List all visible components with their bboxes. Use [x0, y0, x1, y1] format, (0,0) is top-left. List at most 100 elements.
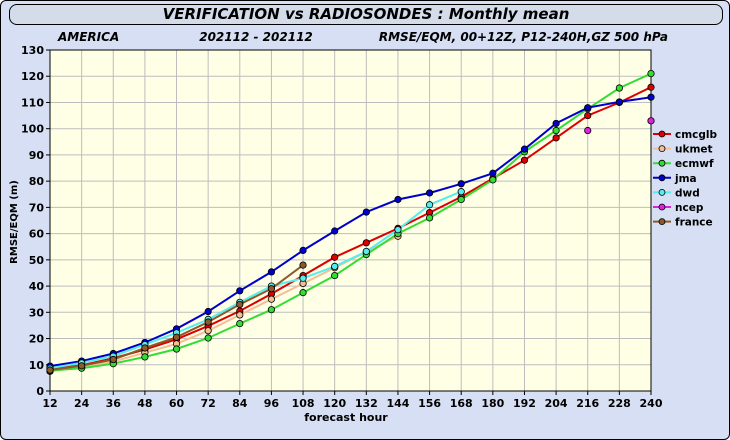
- x-tick-label: 228: [608, 397, 631, 410]
- data-point-ecmwf: [425, 214, 434, 222]
- data-point-jma: [615, 98, 623, 106]
- data-point-ecmwf: [457, 195, 465, 204]
- data-point-cmcglb: [520, 156, 529, 164]
- series-line-ukmet: [49, 235, 399, 373]
- data-point-dwd: [362, 247, 370, 256]
- legend-label-cmcglb: cmcglb: [675, 129, 718, 141]
- x-tick-label: 120: [323, 397, 346, 410]
- data-point-france: [141, 344, 149, 352]
- series-line-jma: [49, 96, 652, 368]
- data-point-cmcglb: [647, 83, 655, 91]
- data-point-dwd: [425, 201, 434, 209]
- data-point-jma: [552, 119, 560, 128]
- y-tick-label: 130: [21, 44, 44, 57]
- data-point-ukmet: [236, 311, 244, 319]
- data-point-jma: [362, 208, 370, 216]
- y-tick-label: 20: [29, 333, 45, 346]
- y-tick-label: 60: [29, 228, 45, 241]
- data-point-ecmwf: [615, 84, 623, 92]
- data-point-jma: [331, 227, 339, 235]
- x-tick-label: 204: [545, 397, 568, 410]
- region-label: AMERICA: [57, 30, 119, 44]
- data-point-jma: [457, 180, 465, 188]
- x-tick-label: 216: [576, 397, 599, 410]
- legend-label-jma: jma: [674, 173, 697, 185]
- period-label: 202112 - 202112: [199, 30, 313, 44]
- data-point-jma: [236, 287, 244, 295]
- y-tick-label: 110: [21, 96, 44, 109]
- series-line-cmcglb: [49, 86, 652, 371]
- legend-label-ukmet: ukmet: [675, 144, 713, 156]
- data-point-jma: [520, 145, 529, 153]
- x-tick-label: 144: [386, 397, 409, 410]
- data-point-ecmwf: [172, 345, 181, 353]
- data-point-jma: [647, 93, 655, 101]
- data-point-cmcglb: [362, 239, 370, 247]
- data-point-ncep: [647, 117, 655, 125]
- x-tick-label: 60: [169, 397, 185, 410]
- data-point-jma: [394, 195, 402, 204]
- data-point-cmcglb: [331, 253, 339, 261]
- data-point-jma: [425, 189, 434, 197]
- data-point-ukmet: [204, 327, 212, 335]
- x-tick-label: 132: [355, 397, 378, 410]
- plot-border: [49, 49, 652, 392]
- data-point-jma: [489, 169, 497, 177]
- data-point-ecmwf: [331, 271, 339, 280]
- y-tick-label: 10: [29, 359, 45, 372]
- data-point-ecmwf: [204, 334, 212, 342]
- data-point-ecmwf: [552, 126, 560, 135]
- data-point-dwd: [299, 274, 307, 282]
- params-label: RMSE/EQM, 00+12Z, P12-240H,GZ 500 hPa: [379, 30, 668, 44]
- y-tick-label: 80: [29, 175, 45, 188]
- y-tick-label: 30: [29, 306, 45, 319]
- data-point-france: [299, 261, 307, 269]
- legend-marker-ukmet: [658, 145, 666, 153]
- data-point-cmcglb: [552, 134, 560, 142]
- x-tick-label: 72: [201, 397, 216, 410]
- legend-label-ncep: ncep: [675, 202, 704, 214]
- x-tick-label: 192: [513, 397, 536, 410]
- data-point-france: [46, 366, 54, 374]
- x-tick-label: 108: [292, 397, 315, 410]
- data-point-jma: [584, 104, 592, 112]
- legend-marker-ncep: [658, 203, 666, 211]
- y-tick-label: 70: [29, 201, 45, 214]
- x-tick-label: 48: [137, 397, 152, 410]
- y-tick-label: 40: [29, 280, 45, 293]
- legend-marker-ecmwf: [658, 159, 666, 167]
- legend-label-ecmwf: ecmwf: [675, 158, 714, 170]
- x-tick-label: 24: [74, 397, 90, 410]
- y-tick-label: 50: [29, 254, 45, 267]
- legend-marker-cmcglb: [658, 130, 666, 138]
- y-tick-label: 100: [21, 123, 44, 136]
- data-point-jma: [299, 246, 307, 255]
- series-line-ecmwf: [49, 72, 652, 372]
- legend-marker-dwd: [658, 188, 666, 196]
- legend-label-france: france: [675, 217, 713, 229]
- data-point-france: [109, 355, 117, 364]
- x-tick-label: 156: [418, 397, 441, 410]
- x-tick-label: 36: [106, 397, 122, 410]
- x-tick-label: 12: [42, 397, 57, 410]
- data-point-dwd: [394, 226, 402, 234]
- data-point-ukmet: [267, 295, 276, 303]
- series-line-dwd: [49, 190, 462, 370]
- data-point-ecmwf: [647, 70, 655, 78]
- data-point-dwd: [331, 262, 339, 271]
- data-point-france: [172, 333, 181, 341]
- y-tick-label: 90: [29, 149, 45, 162]
- x-axis-label: forecast hour: [304, 411, 388, 424]
- x-tick-label: 180: [481, 397, 504, 410]
- data-point-ecmwf: [299, 289, 307, 297]
- x-tick-label: 240: [640, 397, 663, 410]
- data-point-dwd: [457, 188, 465, 196]
- y-axis-label: RMSE/EQM (m): [9, 180, 20, 264]
- y-tick-label: 0: [36, 385, 44, 398]
- data-point-ecmwf: [267, 306, 276, 314]
- x-tick-label: 168: [450, 397, 473, 410]
- data-point-jma: [204, 307, 212, 316]
- data-point-france: [204, 318, 212, 326]
- legend-label-dwd: dwd: [675, 187, 700, 199]
